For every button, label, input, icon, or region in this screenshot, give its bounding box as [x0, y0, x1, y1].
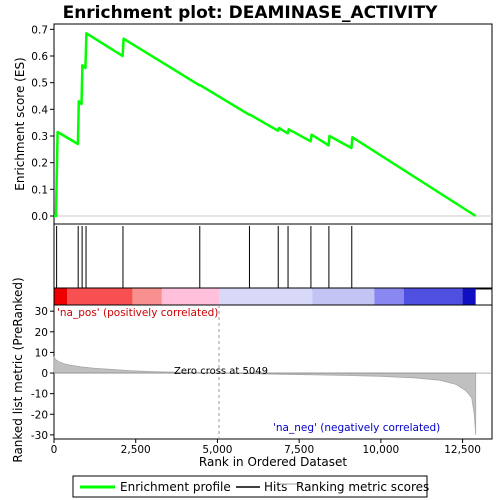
- x-tick-label: 12,500: [444, 444, 481, 456]
- ranking-metric-series: [53, 305, 492, 439]
- color-bar-segment: [374, 288, 404, 305]
- neg-correlated-label: 'na_neg' (negatively correlated): [273, 422, 440, 434]
- metric-y-tick-label: 30: [35, 306, 48, 318]
- es-y-tick-label: 0.6: [31, 51, 48, 63]
- legend-label-hits: Hits: [264, 480, 287, 494]
- es-panel: [53, 23, 493, 225]
- color-bar-segment: [67, 288, 133, 305]
- x-axis: 0 2,500 5,000 7,500 10,000 12,500: [51, 439, 481, 456]
- metric-y-tick-label: 10: [35, 347, 48, 359]
- metric-y-axis: 30 20 10 0 -10 -20 -30: [31, 306, 54, 442]
- color-bar-segment: [312, 288, 375, 305]
- hits-panel: [53, 223, 493, 290]
- color-bar-segment: [54, 288, 68, 305]
- es-y-tick-label: 0.4: [31, 104, 48, 116]
- ranking-color-bar: [53, 287, 493, 306]
- pos-correlated-label: 'na_pos' (positively correlated): [57, 307, 218, 319]
- es-y-tick-label: 0.7: [31, 24, 48, 36]
- es-y-tick-label: 0.2: [31, 158, 48, 170]
- metric-axis-label: Ranked list metric (PreRanked): [11, 277, 25, 462]
- es-y-tick-label: 0.3: [31, 131, 48, 143]
- es-axis-label: Enrichment score (ES): [13, 57, 27, 190]
- color-bar-segment: [219, 288, 313, 305]
- x-axis-label: Rank in Ordered Dataset: [199, 455, 347, 469]
- x-tick-label: 10,000: [362, 444, 399, 456]
- x-tick-label: 0: [51, 444, 58, 456]
- metric-y-tick-label: -20: [31, 409, 48, 421]
- metric-y-tick-label: -30: [31, 430, 48, 442]
- color-bar-segment: [403, 288, 463, 305]
- color-bar-segment: [132, 288, 162, 305]
- x-tick-label: 7,500: [284, 444, 314, 456]
- color-bar-segment: [161, 288, 220, 305]
- legend-entries: Enrichment profile Hits Ranking metric sco…: [80, 480, 429, 494]
- metric-y-tick-label: -10: [31, 389, 48, 401]
- metric-y-tick-label: 0: [41, 368, 48, 380]
- zero-cross-label: Zero cross at 5049: [174, 366, 268, 377]
- es-y-tick-label: 0.1: [31, 184, 48, 196]
- es-y-axis: 0.0 0.1 0.2 0.3 0.4 0.5 0.6 0.7: [31, 24, 54, 223]
- legend-label-ranking-metric: Ranking metric scores: [296, 480, 429, 494]
- es-y-tick-label: 0.0: [31, 211, 48, 223]
- enrichment-profile-line: [54, 32, 477, 218]
- chart-title: Enrichment plot: DEAMINASE_ACTIVITY: [63, 3, 439, 23]
- x-tick-label: 2,500: [121, 444, 151, 456]
- x-tick-label: 5,000: [202, 444, 232, 456]
- legend-label-enrichment-profile: Enrichment profile: [120, 480, 231, 494]
- color-bar-segment: [462, 288, 476, 305]
- enrichment-profile-series: [54, 32, 492, 218]
- hits-series: [56, 226, 353, 288]
- es-y-tick-label: 0.5: [31, 78, 48, 90]
- metric-y-tick-label: 20: [35, 327, 48, 339]
